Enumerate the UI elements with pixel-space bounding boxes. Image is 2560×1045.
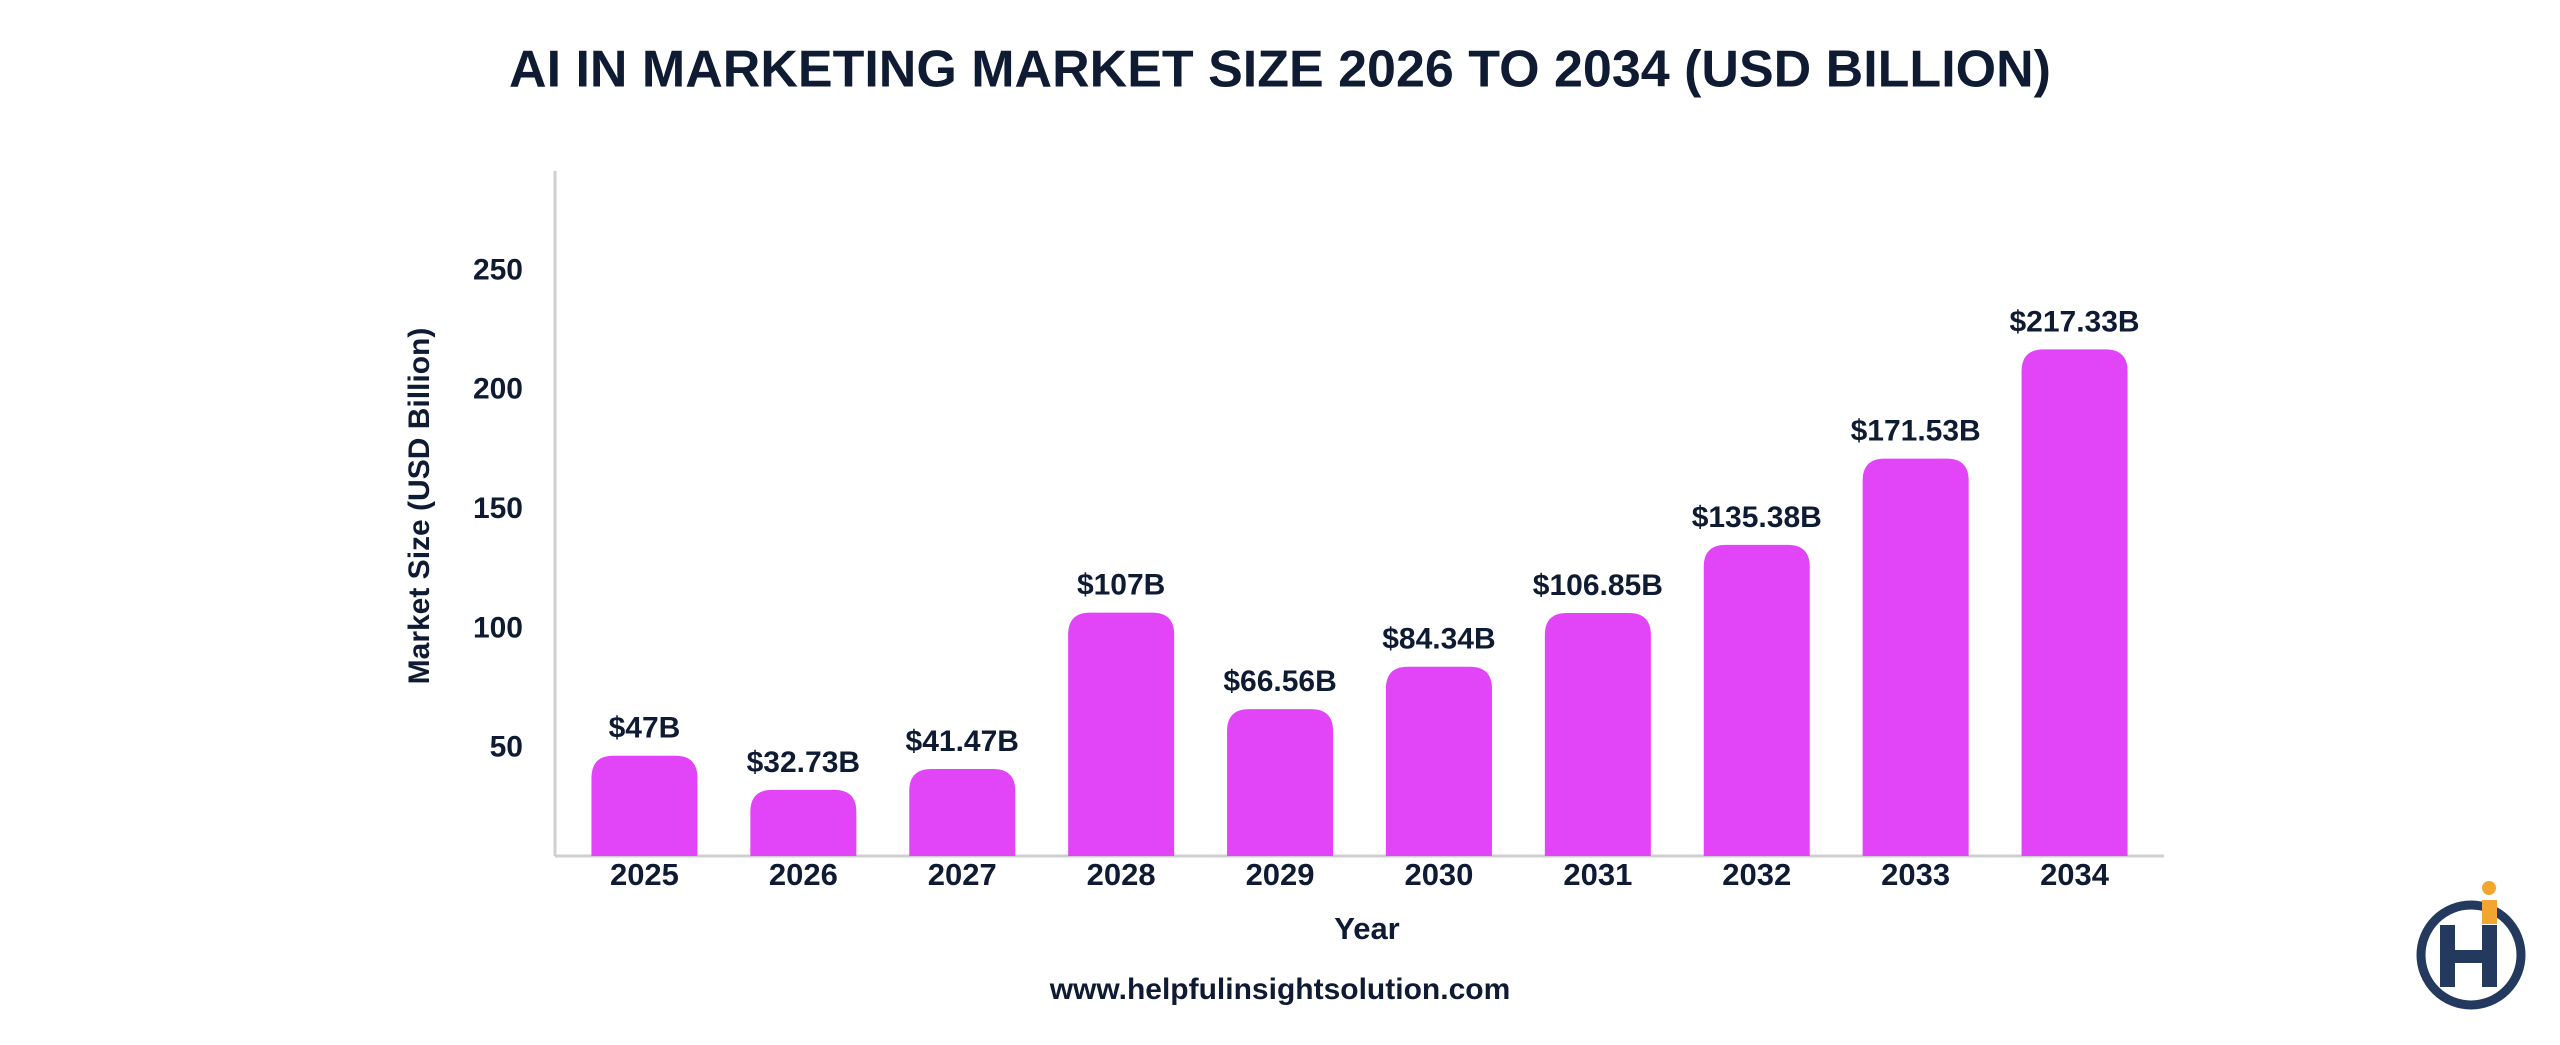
data-label: $106.85B bbox=[1533, 569, 1663, 602]
x-tick-label: 2030 bbox=[1404, 857, 1473, 892]
bar bbox=[1544, 612, 1651, 856]
source-url: www.helpfulinsightsolution.com bbox=[1049, 973, 1511, 1006]
bar bbox=[1068, 612, 1175, 856]
y-tick-label: 50 bbox=[490, 731, 523, 764]
bar bbox=[750, 789, 857, 856]
x-tick-label: 2026 bbox=[769, 857, 838, 892]
x-tick-label: 2033 bbox=[1881, 857, 1950, 892]
x-tick-label: 2025 bbox=[610, 857, 679, 892]
data-label: $84.34B bbox=[1382, 623, 1495, 656]
data-label: $32.73B bbox=[747, 746, 860, 779]
x-tick-label: 2031 bbox=[1563, 857, 1632, 892]
logo-h-bar bbox=[2440, 950, 2497, 963]
bar bbox=[909, 768, 1016, 856]
bar bbox=[2021, 349, 2128, 856]
bar bbox=[1385, 666, 1492, 856]
logo bbox=[2416, 881, 2526, 1010]
data-label: $217.33B bbox=[2009, 305, 2139, 338]
logo-i bbox=[2482, 900, 2497, 924]
logo-i-dot bbox=[2482, 881, 2496, 895]
bar bbox=[1227, 709, 1334, 856]
x-tick-label: 2028 bbox=[1087, 857, 1156, 892]
bar bbox=[591, 755, 698, 856]
x-tick-label: 2029 bbox=[1246, 857, 1315, 892]
x-tick-label: 2027 bbox=[928, 857, 997, 892]
y-tick-label: 150 bbox=[473, 492, 523, 525]
x-tick-label: 2032 bbox=[1722, 857, 1791, 892]
y-axis-label: Market Size (USD Billion) bbox=[403, 328, 436, 685]
chart-title: AI IN MARKETING MARKET SIZE 2026 TO 2034… bbox=[509, 41, 2051, 99]
y-tick-label: 250 bbox=[473, 253, 523, 286]
y-tick-label: 100 bbox=[473, 611, 523, 644]
data-label: $135.38B bbox=[1692, 501, 1822, 534]
data-label: $171.53B bbox=[1851, 415, 1981, 448]
data-label: $41.47B bbox=[906, 725, 1019, 758]
y-tick-label: 200 bbox=[473, 373, 523, 406]
bar bbox=[1703, 544, 1810, 856]
x-tick-label: 2034 bbox=[2040, 857, 2110, 892]
data-label: $47B bbox=[609, 712, 681, 745]
x-axis-label: Year bbox=[1334, 911, 1400, 946]
data-label: $107B bbox=[1077, 569, 1165, 602]
data-label: $66.56B bbox=[1223, 665, 1336, 698]
bar bbox=[1862, 458, 1969, 856]
